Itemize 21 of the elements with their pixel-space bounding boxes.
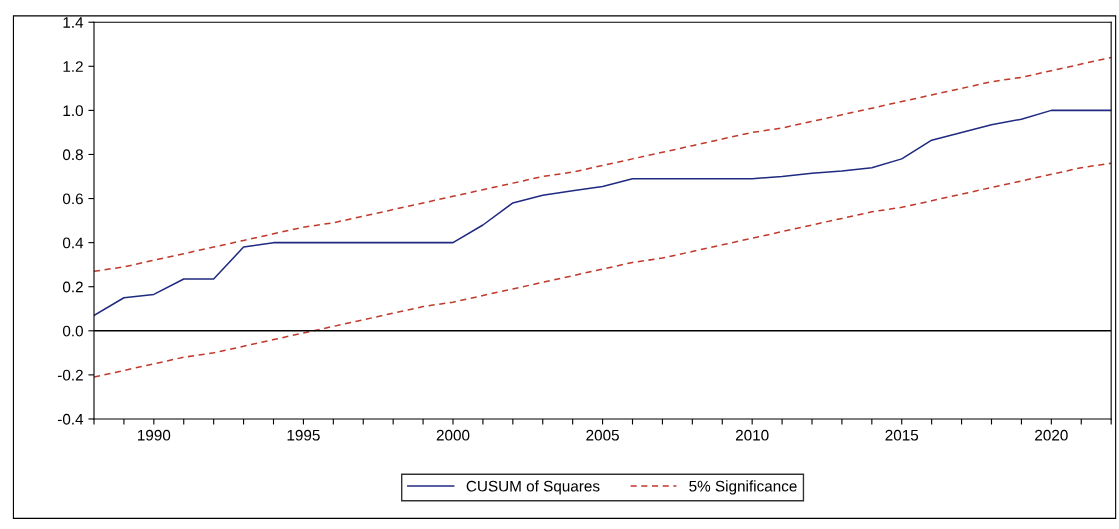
y-tick-label: -0.4 — [57, 413, 84, 425]
y-tick-label: 1.0 — [63, 105, 83, 117]
y-tick-label: 0.8 — [62, 149, 83, 161]
y-tick-label: 0.4 — [62, 237, 84, 249]
x-tick-label: 1990 — [138, 429, 171, 441]
x-tick-label: 1995 — [287, 429, 320, 441]
y-tick-label: 1.2 — [63, 61, 83, 72]
y-tick-label: 0.6 — [62, 193, 83, 205]
line-series — [94, 56, 1112, 273]
legend-label: 5% Significance — [689, 480, 797, 495]
y-tick-label: 0.2 — [62, 281, 83, 293]
y-tick-label: 1.4 — [63, 17, 84, 28]
y-tick-label: -0.2 — [57, 369, 83, 381]
x-tick-label: 2020 — [1035, 429, 1068, 441]
legend-label: CUSUM of Squares — [466, 480, 600, 495]
line-series — [94, 109, 1112, 317]
x-tick-label: 2005 — [586, 429, 619, 441]
x-tick-label: 2015 — [885, 429, 919, 441]
x-tick-label: 2010 — [735, 429, 769, 441]
x-tick-label: 2000 — [436, 429, 470, 441]
y-tick-label: 0.0 — [62, 325, 83, 337]
